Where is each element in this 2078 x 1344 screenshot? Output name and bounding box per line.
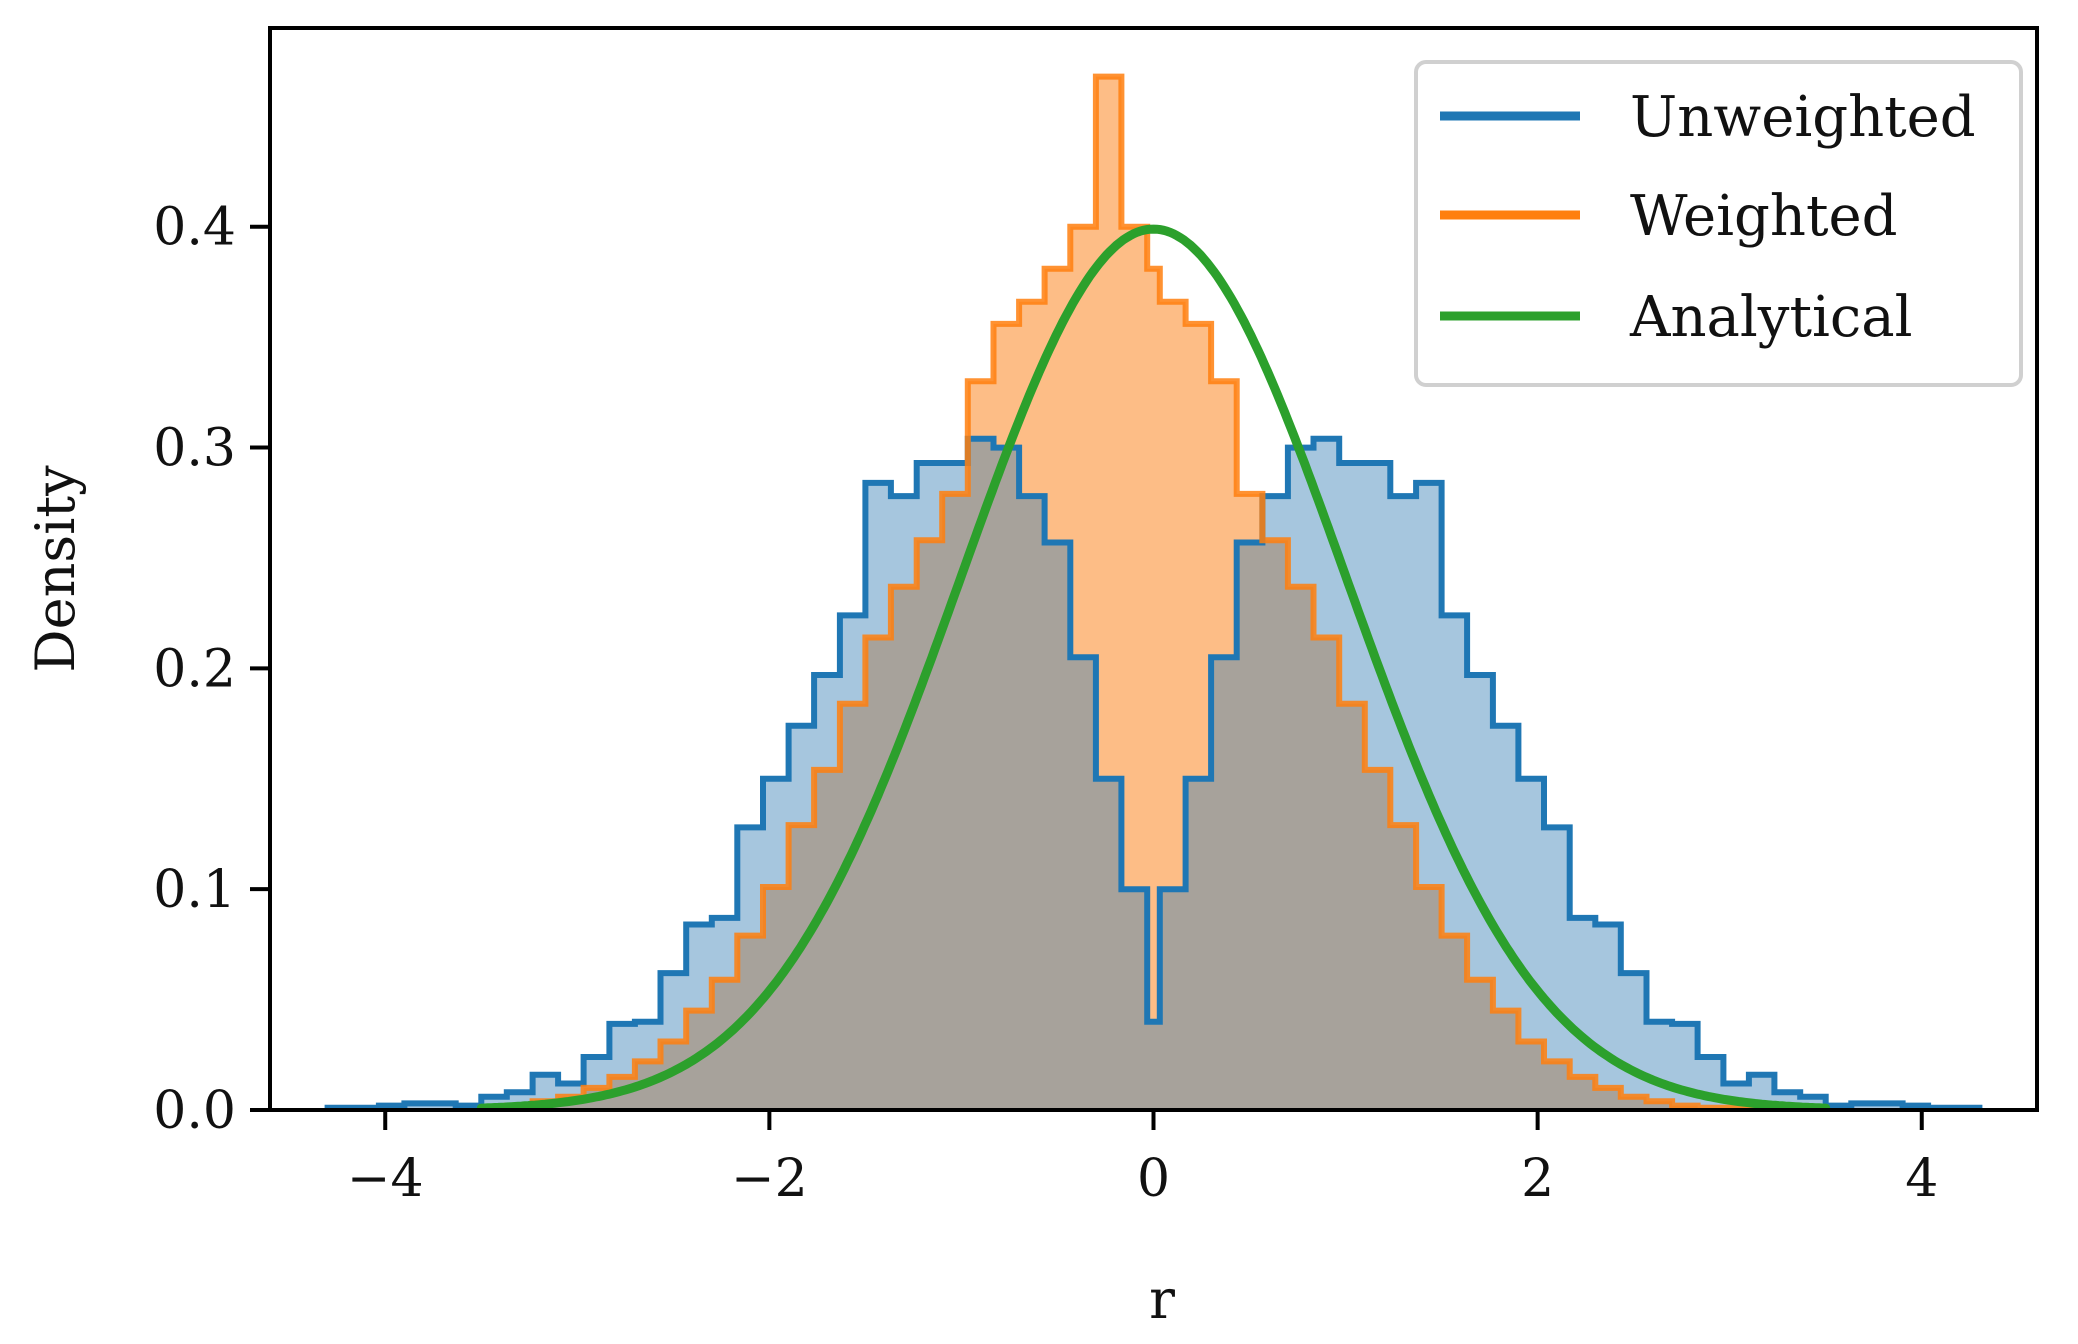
x-tick-label: 4 [1905,1149,1938,1209]
y-tick-label: 0.0 [153,1081,236,1141]
legend-frame [1414,60,2023,387]
unweighted-histogram-outline [324,435,1983,1110]
overlap-histogram-fill [481,438,1826,1110]
x-tick-label: 0 [1137,1149,1170,1209]
legend-unweighted-label: Unweighted [1630,85,1976,150]
legend: Unweighted Weighted Analytical [1414,60,2023,387]
x-axis-label: r [1149,1268,1175,1331]
y-tick-label: 0.1 [153,860,236,920]
y-tick-label: 0.2 [153,639,236,699]
y-axis-ticks: 0.0 0.1 0.2 0.3 0.4 [153,198,270,1141]
legend-analytical-label: Analytical [1629,285,1913,350]
x-tick-label: −2 [731,1149,808,1209]
plot-area [324,73,1983,1110]
x-tick-label: 2 [1521,1149,1554,1209]
x-tick-label: −4 [347,1149,424,1209]
y-tick-label: 0.3 [153,419,236,479]
y-axis-label: Density [24,465,87,673]
weighted-histogram-outline [478,73,1829,1110]
legend-weighted-label: Weighted [1630,184,1897,249]
x-axis-ticks: −4 −2 0 2 4 [347,1110,1938,1209]
y-tick-label: 0.4 [153,198,236,258]
analytical-curve [476,224,1831,1110]
